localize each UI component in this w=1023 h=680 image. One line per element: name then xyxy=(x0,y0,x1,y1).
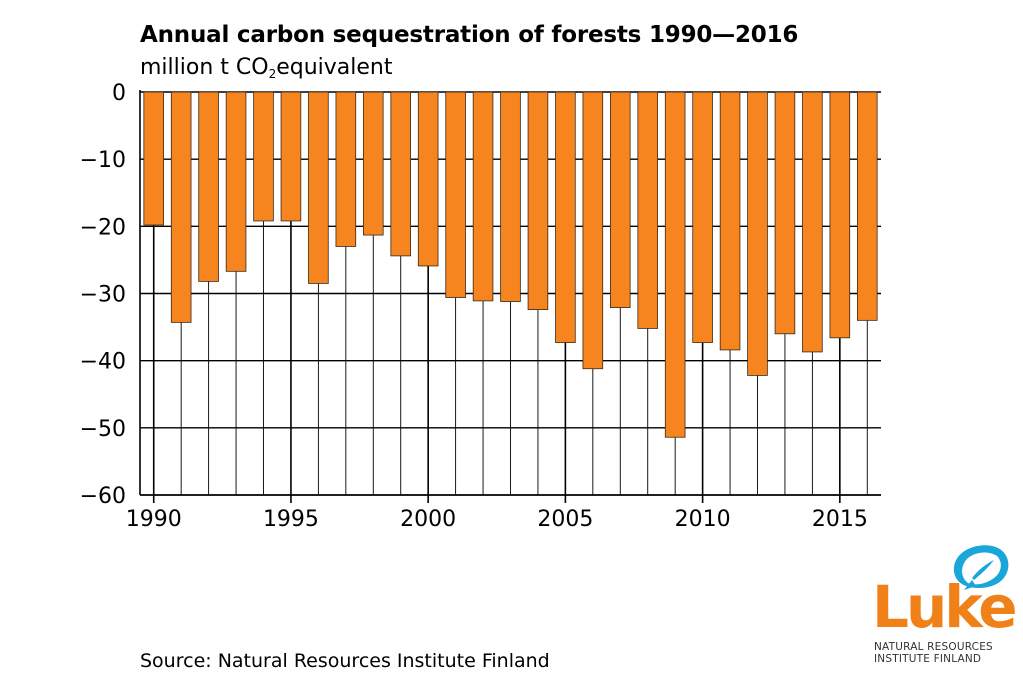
x-tick-label-1995: 1995 xyxy=(263,507,319,532)
source-note: Source: Natural Resources Institute Finl… xyxy=(140,650,550,672)
y-tick-label--60: −60 xyxy=(80,484,126,509)
y-tick-label-0: 0 xyxy=(112,81,126,106)
leaf-bubble-icon xyxy=(953,545,1009,590)
subtitle-subscript: 2 xyxy=(268,67,277,81)
chart-subtitle: million t CO2equivalent xyxy=(140,55,393,81)
bar-1995 xyxy=(280,91,302,222)
y-tick-label--10: −10 xyxy=(80,148,126,173)
bar-1993 xyxy=(225,91,247,272)
bar-2008 xyxy=(637,91,659,329)
bar-2003 xyxy=(500,91,521,302)
bar-1999 xyxy=(390,91,412,257)
bar-2014 xyxy=(802,91,823,353)
y-tick-label--40: −40 xyxy=(80,350,126,375)
bar-1991 xyxy=(170,91,192,323)
bar-1992 xyxy=(198,91,219,282)
bar-2002 xyxy=(472,91,494,302)
bar-2013 xyxy=(774,91,796,335)
luke-logo: Luke NATURAL RESOURCES INSTITUTE FINLAND xyxy=(868,540,1018,680)
bar-2010 xyxy=(692,91,713,343)
y-tick-label--30: −30 xyxy=(80,283,126,308)
chart-title: Annual carbon sequestration of forests 1… xyxy=(140,22,799,48)
bar-2004 xyxy=(527,91,549,311)
x-tick-label-2005: 2005 xyxy=(537,507,593,532)
bar-1994 xyxy=(253,91,274,222)
bar-1996 xyxy=(308,91,329,284)
bar-1997 xyxy=(335,91,357,247)
x-tick-label-2000: 2000 xyxy=(400,507,456,532)
bar-1990 xyxy=(143,91,165,226)
logo-line-2: INSTITUTE FINLAND xyxy=(874,653,982,665)
y-tick-label--50: −50 xyxy=(80,417,126,442)
bar-2000 xyxy=(417,91,439,267)
bar-2016 xyxy=(856,91,878,321)
bar-1998 xyxy=(362,91,384,236)
x-tick-label-2015: 2015 xyxy=(812,507,868,532)
subtitle-prefix: million t CO xyxy=(140,55,269,80)
bar-2012 xyxy=(747,91,768,376)
bar-2015 xyxy=(829,91,851,339)
y-tick-label--20: −20 xyxy=(80,215,126,240)
subtitle-suffix: equivalent xyxy=(276,55,393,80)
x-tick-label-2010: 2010 xyxy=(675,507,731,532)
x-tick-label-1990: 1990 xyxy=(126,507,182,532)
logo-wordmark: Luke xyxy=(872,573,1018,641)
bar-2009 xyxy=(664,91,686,438)
bar-2007 xyxy=(609,91,631,309)
bar-2005 xyxy=(555,91,576,343)
bar-2006 xyxy=(582,91,604,370)
logo-line-1: NATURAL RESOURCES xyxy=(874,641,993,653)
bar-2001 xyxy=(445,91,466,298)
bar-2011 xyxy=(719,91,741,351)
